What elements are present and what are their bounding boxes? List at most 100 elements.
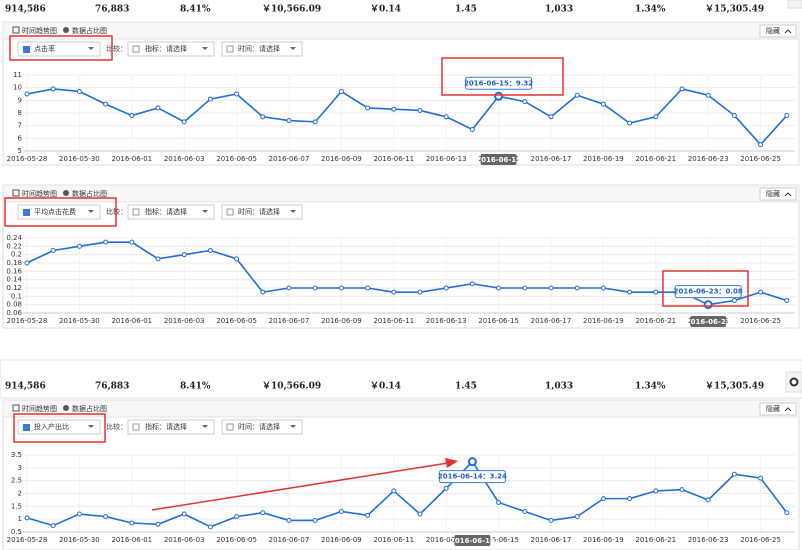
stat-value: ￥15,305.49 [705,381,764,392]
data-point [260,289,266,295]
hide-button[interactable] [759,187,797,201]
time-dropdown[interactable] [221,41,303,57]
indicator-label[interactable]: 指标：请选择 [145,422,187,431]
data-point [50,86,56,92]
chevron [784,192,792,197]
data-point [312,517,318,523]
metric-label[interactable]: 平均点击花费 [34,207,76,216]
annotation-box [9,35,113,61]
settings-button[interactable] [785,371,802,393]
stat-value: 1,033 [545,5,573,15]
annotation-box [13,413,106,443]
data-point [494,91,504,101]
compare-label: 比较： [106,422,127,431]
tooltip-text: 2016-06-15：9.32 [464,79,533,87]
data-point [365,105,371,111]
active-x-label [454,535,491,546]
data-point [260,114,266,120]
data-point [417,511,423,517]
y-tick-label: 3 [18,464,22,472]
indicator-label[interactable]: 指标：请选择 [145,207,187,216]
checkbox [226,45,234,53]
tab[interactable]: 时间趋势图 [22,26,57,35]
data-point [312,119,318,125]
metric-label[interactable]: 投入产出比 [34,422,69,431]
time-label[interactable]: 时间：请选择 [238,44,280,53]
caret [290,47,296,50]
x-tick-label: 2016-06-07 [269,317,310,325]
data-point [103,239,109,245]
x-tick-label: 2016-06-23 [688,155,729,163]
data-point [155,105,161,111]
caret [202,47,208,50]
caret [88,47,94,50]
data-point [574,285,580,291]
time-label[interactable]: 时间：请选择 [238,422,280,431]
caret [88,425,94,428]
hide-label[interactable]: 隐藏 [766,189,780,198]
data-point [155,256,161,262]
indicator-dropdown[interactable] [127,419,215,435]
tab-icon [63,27,69,33]
hide-button[interactable] [759,24,797,38]
time-label[interactable]: 时间：请选择 [238,207,280,216]
data-point [705,92,711,98]
y-tick-label: 5 [18,147,22,155]
tab[interactable]: 数据占比图 [72,189,107,198]
metric-label[interactable]: 点击率 [34,44,55,53]
data-point [338,285,344,291]
data-point [653,289,659,295]
metric-dropdown[interactable] [17,204,101,220]
tab[interactable]: 时间趋势图 [22,404,57,413]
tab[interactable]: 数据占比图 [72,26,107,35]
data-point [24,91,30,97]
data-point [234,91,240,97]
data-point [50,248,56,253]
y-tick-label: 0.22 [6,242,22,250]
data-point [522,99,528,105]
data-point [653,114,659,120]
x-tick-label: 2016-06-13 [426,536,467,544]
time-dropdown[interactable] [221,204,303,220]
y-tick-label: 11 [13,71,22,79]
tab[interactable]: 数据占比图 [72,404,107,413]
y-tick-label: 0.2 [11,251,22,259]
hide-label[interactable]: 隐藏 [766,26,780,35]
data-point [784,298,790,303]
stat-value: 8.41% [180,5,211,15]
hide-label[interactable]: 隐藏 [766,404,780,413]
y-tick-label: 0.1 [11,292,22,300]
arrow-head [445,458,458,468]
data-point [234,514,240,520]
indicator-dropdown[interactable] [127,41,215,57]
metric-dropdown[interactable] [17,41,101,57]
x-tick-label: 2016-06-05 [216,536,257,544]
y-tick-label: 10 [13,84,22,92]
time-dropdown[interactable] [221,419,303,435]
data-point [391,106,397,112]
data-point [600,285,606,291]
data-point [365,285,371,291]
tab-icon [12,189,20,197]
settings-button[interactable] [787,0,802,9]
indicator-dropdown[interactable] [127,204,215,220]
data-point [705,497,711,503]
gap [0,330,802,360]
metric-dropdown[interactable] [17,419,101,435]
x-tick-label: 2016-06-09 [321,317,362,325]
active-x-label [480,154,517,165]
stat-value: ￥10,566.09 [262,4,321,15]
checkbox [226,423,234,431]
hide-button[interactable] [759,402,797,416]
data-point [181,252,187,258]
stat-value: 76,883 [95,382,129,392]
data-point [129,239,135,245]
data-point [417,289,423,295]
y-tick-label: 6 [18,134,23,142]
y-tick-label: 0.14 [6,276,22,284]
indicator-label[interactable]: 指标：请选择 [145,44,187,53]
x-tick-label: 2016-05-28 [7,536,48,544]
x-tick-label: 2016-05-30 [59,155,100,163]
tab[interactable]: 时间趋势图 [22,189,57,198]
